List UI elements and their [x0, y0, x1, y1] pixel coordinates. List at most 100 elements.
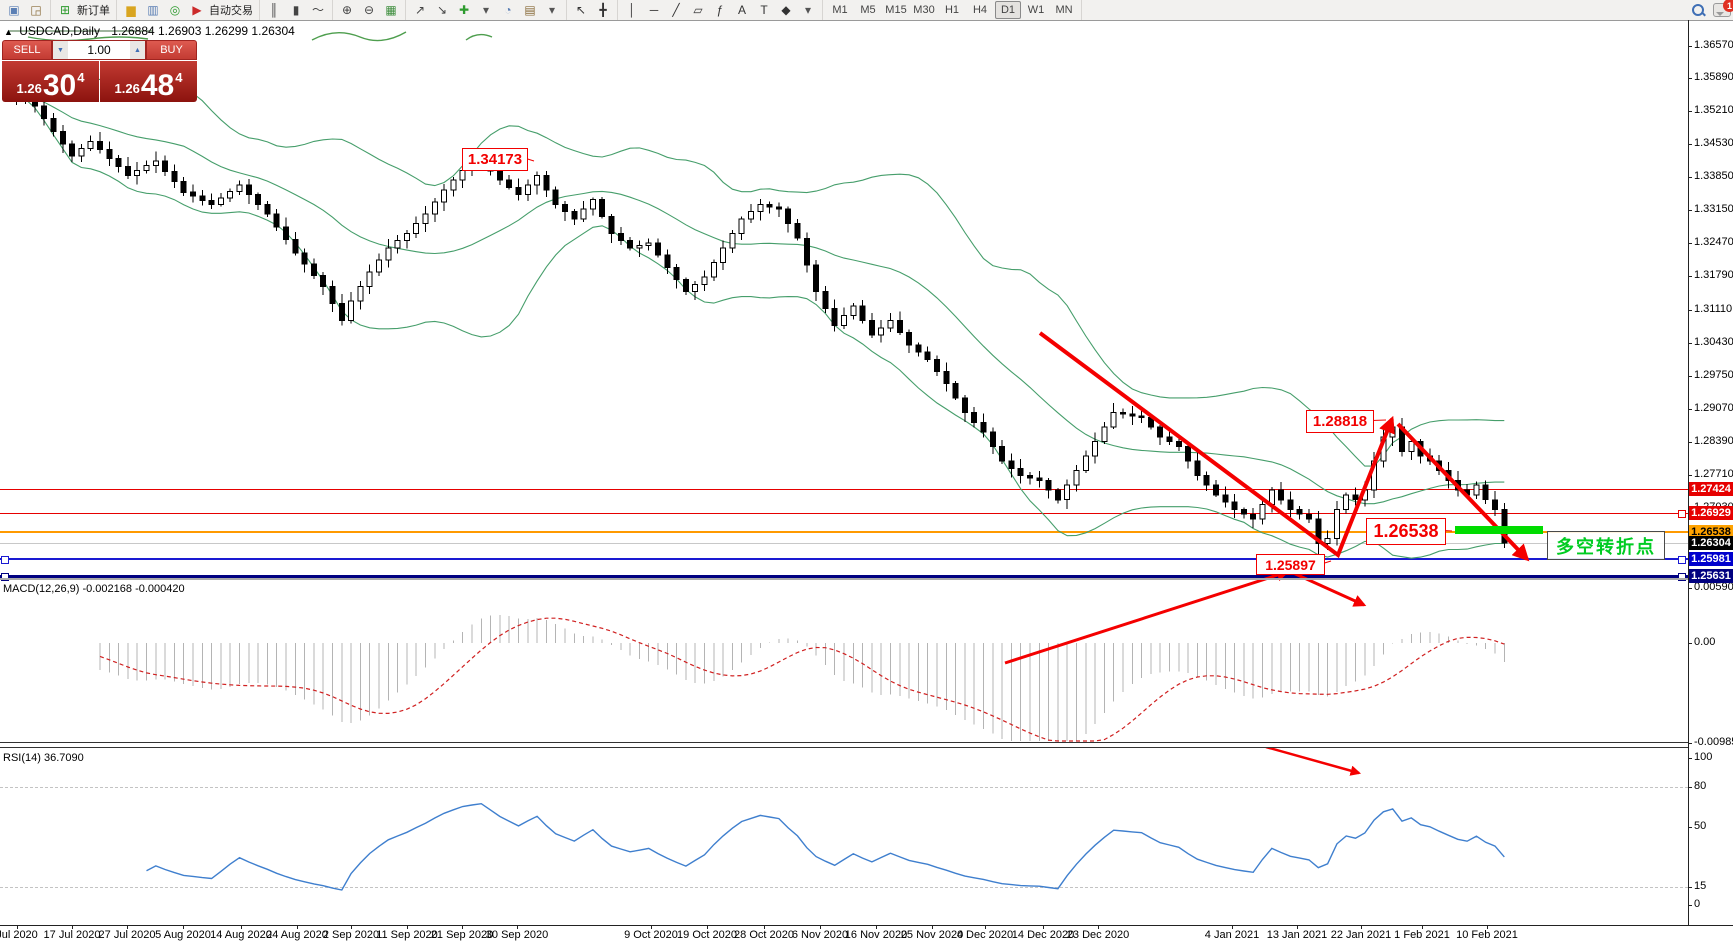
tile-windows-icon[interactable]: ▦	[385, 2, 397, 17]
new-order-icon[interactable]: ⊞	[59, 2, 71, 17]
chart-window-icon[interactable]: ▣	[8, 2, 20, 17]
volume-value[interactable]: 1.00	[68, 41, 130, 59]
rsi-level-line	[0, 887, 1688, 888]
date-axis-label: 30 Sep 2020	[485, 929, 549, 941]
template-caret-icon[interactable]: ▾	[548, 2, 556, 17]
cursor-icon[interactable]: ↖	[575, 2, 587, 17]
terminal-icon[interactable]: ▥	[147, 2, 159, 17]
timeframe-button-h4[interactable]: H4	[972, 4, 988, 16]
window-collapse-icon[interactable]: ▲	[4, 27, 13, 37]
price-axis-label: 1.35890	[1694, 71, 1733, 83]
indicator-caret-icon[interactable]: ▾	[482, 2, 490, 17]
line-handle[interactable]	[1678, 556, 1686, 564]
date-axis-tick	[351, 925, 352, 929]
date-axis-label: 24 Aug 2020	[266, 929, 328, 941]
autotrading-label[interactable]: 自动交易	[209, 5, 253, 17]
high-callout-1[interactable]: 1.34173	[462, 148, 528, 171]
bar-chart-icon[interactable]: ║	[269, 2, 279, 17]
price-axis-line[interactable]	[1688, 20, 1689, 925]
horizontal-line-object[interactable]	[0, 513, 1688, 514]
timeframe-button-d1[interactable]: D1	[995, 1, 1021, 19]
time-axis-line[interactable]	[0, 925, 1733, 926]
level-callout[interactable]: 1.26538	[1366, 518, 1446, 545]
sell-button[interactable]: SELL	[2, 40, 52, 60]
buy-price-button[interactable]: 1.26 48 4	[100, 61, 197, 102]
price-line-label: 1.26929	[1689, 506, 1733, 520]
chart-shift-icon[interactable]: ↘	[436, 2, 448, 17]
trendline-icon[interactable]: ╱	[672, 2, 680, 17]
candle-chart-icon[interactable]: ▮	[292, 2, 300, 17]
line-chart-icon[interactable]: ～	[311, 2, 324, 17]
date-axis-label: 25 Nov 2020	[900, 929, 964, 941]
line-handle[interactable]	[1, 556, 9, 564]
timeframe-button-mn[interactable]: MN	[1055, 4, 1073, 16]
support-highlight-bar[interactable]	[1455, 526, 1543, 534]
line-handle[interactable]	[1, 573, 9, 581]
period-clock-icon[interactable]: ◔	[504, 2, 512, 17]
date-axis-tick	[1422, 925, 1423, 929]
sell-price-button[interactable]: 1.26 30 4	[2, 61, 99, 102]
toolbar-group: ▆ ▥ ◎ ▶ 自动交易	[117, 0, 260, 20]
new-order-label[interactable]: 新订单	[77, 5, 110, 17]
date-axis-tick	[183, 925, 184, 929]
template-icon[interactable]: ▤	[524, 2, 536, 17]
gold-icon[interactable]: ▆	[126, 2, 136, 17]
timeframe-button-m1[interactable]: M1	[832, 4, 848, 16]
low-callout[interactable]: 1.25897	[1256, 554, 1325, 575]
timeframe-button-w1[interactable]: W1	[1027, 4, 1045, 16]
macd-rsi-separator[interactable]	[0, 742, 1688, 748]
price-axis-label: 1.29070	[1694, 402, 1733, 414]
macd-scale-label: 0.00	[1694, 636, 1716, 648]
date-axis-label: 28 Oct 2020	[734, 929, 794, 941]
buy-button[interactable]: BUY	[146, 40, 197, 60]
horizontal-line-icon[interactable]: ─	[649, 2, 659, 17]
price-axis-label: 1.28390	[1694, 435, 1733, 447]
date-axis-tick	[764, 925, 765, 929]
horizontal-line-object[interactable]	[0, 489, 1688, 490]
horizontal-line-object[interactable]	[0, 531, 1688, 533]
auto-scroll-icon[interactable]: ↗	[414, 2, 426, 17]
add-indicator-icon[interactable]: ✚	[458, 2, 470, 17]
volume-increase-button[interactable]: ▲	[130, 41, 145, 59]
chart-preview-icon[interactable]: ◲	[30, 2, 42, 17]
price-axis-tick	[1688, 276, 1692, 277]
shapes-caret-icon[interactable]: ▾	[804, 2, 812, 17]
price-axis-label: 1.36570	[1694, 39, 1733, 51]
text-label-icon[interactable]: T	[760, 2, 768, 17]
date-axis-tick	[985, 925, 986, 929]
turning-point-label[interactable]: 多空转折点	[1547, 531, 1665, 560]
main-macd-separator[interactable]	[0, 578, 1688, 580]
macd-scale-tick	[1688, 743, 1692, 744]
shapes-icon[interactable]: ◆	[781, 2, 791, 17]
autotrading-icon[interactable]: ▶	[192, 2, 202, 17]
line-handle[interactable]	[1678, 510, 1686, 518]
search-icon[interactable]	[1691, 3, 1706, 17]
vertical-line-icon[interactable]: │	[628, 2, 636, 17]
horizontal-line-object[interactable]	[0, 575, 1688, 578]
notification-bubble-icon[interactable]: 1	[1713, 0, 1733, 17]
crosshair-icon[interactable]: ╋	[599, 2, 607, 17]
signal-icon[interactable]: ◎	[169, 2, 181, 17]
price-line-label: 1.26304	[1689, 536, 1733, 550]
fibonacci-icon[interactable]: ƒ	[716, 2, 724, 17]
timeframe-button-h1[interactable]: H1	[944, 4, 960, 16]
horizontal-line-object[interactable]	[0, 543, 1688, 544]
notification-badge: 1	[1723, 0, 1733, 12]
date-axis-label: 10 Feb 2021	[1456, 929, 1518, 941]
timeframe-button-m30[interactable]: M30	[913, 4, 935, 16]
zoom-in-icon[interactable]: ⊕	[341, 2, 353, 17]
date-axis-label: 13 Jan 2021	[1266, 929, 1328, 941]
text-icon[interactable]: A	[737, 2, 746, 17]
timeframe-button-m5[interactable]: M5	[860, 4, 876, 16]
horizontal-line-object[interactable]	[0, 558, 1688, 560]
macd-scale-tick	[1688, 643, 1692, 644]
timeframe-button-m15[interactable]: M15	[885, 4, 907, 16]
price-axis-label: 1.29750	[1694, 369, 1733, 381]
zoom-out-icon[interactable]: ⊖	[363, 2, 375, 17]
equidistant-channel-icon[interactable]: ▱	[693, 2, 703, 17]
line-handle[interactable]	[1678, 573, 1686, 581]
price-axis-tick	[1688, 310, 1692, 311]
volume-decrease-button[interactable]: ▼	[53, 41, 68, 59]
high-callout-2[interactable]: 1.28818	[1306, 410, 1374, 433]
